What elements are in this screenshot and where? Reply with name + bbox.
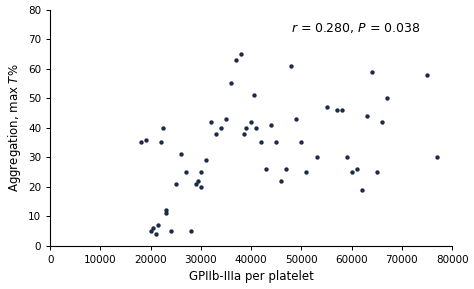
Point [157, 140, 164, 145]
Point [228, 81, 235, 86]
Point [240, 131, 247, 136]
Point [197, 184, 205, 189]
Point [338, 108, 346, 112]
Y-axis label: Aggregation, max $T$%: Aggregation, max $T$% [6, 63, 23, 192]
Point [142, 137, 149, 142]
Point [353, 167, 361, 171]
Point [207, 119, 215, 124]
Point [182, 170, 190, 174]
Point [172, 181, 180, 186]
Point [162, 211, 170, 216]
Point [167, 229, 174, 234]
Text: $r$ = 0.280, $P$ = 0.038: $r$ = 0.280, $P$ = 0.038 [292, 21, 421, 35]
Point [273, 140, 280, 145]
Point [288, 63, 295, 68]
Point [162, 208, 170, 213]
Point [197, 170, 205, 174]
Point [343, 155, 350, 160]
Point [278, 179, 285, 183]
Point [358, 188, 365, 192]
Point [263, 167, 270, 171]
Point [232, 58, 240, 62]
Point [383, 96, 391, 101]
Point [368, 69, 375, 74]
Point [192, 181, 200, 186]
Point [313, 155, 320, 160]
Point [137, 140, 145, 145]
Point [152, 232, 160, 236]
Point [247, 119, 255, 124]
Point [242, 125, 250, 130]
Point [155, 223, 162, 227]
Point [159, 125, 167, 130]
Point [333, 108, 340, 112]
Point [202, 158, 210, 162]
Point [149, 226, 157, 230]
Point [212, 131, 220, 136]
Point [378, 119, 385, 124]
Point [298, 140, 305, 145]
Point [348, 170, 356, 174]
Point [253, 125, 260, 130]
Point [433, 155, 441, 160]
Point [250, 93, 257, 97]
Point [187, 229, 195, 234]
Point [292, 116, 300, 121]
Point [257, 140, 265, 145]
Point [195, 179, 202, 183]
Point [177, 152, 185, 157]
Point [373, 170, 381, 174]
Point [423, 72, 431, 77]
Point [237, 51, 245, 56]
Point [222, 116, 230, 121]
Point [363, 114, 371, 118]
Point [267, 123, 275, 127]
Point [303, 170, 310, 174]
Point [323, 105, 330, 109]
Point [283, 167, 290, 171]
Point [217, 125, 225, 130]
Point [147, 229, 155, 234]
X-axis label: GPIIb-IIIa per platelet: GPIIb-IIIa per platelet [189, 271, 314, 284]
